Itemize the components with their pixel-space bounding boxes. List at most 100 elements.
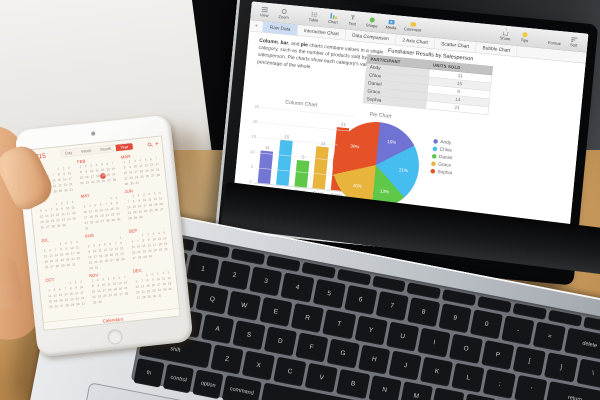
calendar-month-feb[interactable]: FEB 1 2 3 4 5 6 7 8 9 10 11 12 13 14 15 16 17 18 19 20 21 22 23… [77,155,118,192]
key-[[interactable]: [ [512,346,547,377]
calendar-day[interactable]: 31 [135,181,140,185]
calendar-day[interactable]: 30 [116,218,121,222]
search-icon[interactable] [147,142,152,147]
key-A[interactable]: A [200,314,235,345]
shape-button[interactable]: Shape [365,16,379,29]
calendar-month-jun[interactable]: JUN 1 2 3 4 5 6 7 8 9 10 11 12 13 14 15 16 17 18 19 20 21 22 23… [124,185,166,227]
key--[interactable]: - [501,315,535,346]
calendar-month-mar[interactable]: MAR 1 2 3 4 5 6 7 8 9 10 11 12 13 14 15 16 17 18 19 20 21 22 23… [121,151,162,188]
key-6[interactable]: 6 [343,284,378,315]
key-control[interactable]: control [162,363,195,394]
key-D[interactable]: D [263,326,297,357]
key-;[interactable]: ; [482,368,517,399]
add-icon[interactable]: + [154,139,160,148]
key-4[interactable]: 4 [280,272,315,303]
key-G[interactable]: G [326,338,360,369]
key-7[interactable]: 7 [375,290,409,322]
calendar-day[interactable]: 31 [69,188,74,192]
key-J[interactable]: J [388,350,423,381]
calendar-day[interactable]: 28 [124,292,129,296]
key-M[interactable]: M [399,381,433,400]
key-'[interactable]: ' [514,374,548,400]
calendar-month-sep[interactable]: SEP 1 2 3 4 5 6 7 8 9 10 11 12 13 14 15 16 17 18 19 20 21 22 23… [128,225,170,267]
chart-button[interactable]: Chart [326,12,340,25]
view-year[interactable]: Year [115,143,134,152]
calendar-day[interactable]: 27 [160,208,164,212]
key-C[interactable]: C [273,356,307,387]
key-option[interactable]: option [192,369,224,400]
view-month[interactable]: Month [95,144,117,154]
key-command[interactable]: command [222,375,262,400]
key-3[interactable]: 3 [249,266,283,297]
key-2[interactable]: 2 [217,260,252,291]
key-O[interactable]: O [449,333,483,364]
key-\[interactable]: \ [576,358,600,389]
key-B[interactable]: B [336,368,370,400]
sort-button[interactable]: Sort [567,35,581,48]
bar-grace[interactable]: 14 [312,141,329,190]
key-T[interactable]: T [322,309,356,340]
key-X[interactable]: X [241,350,276,381]
add-sheet-button[interactable]: + [249,20,264,33]
calendar-day[interactable]: 31 [81,302,86,306]
calendar-month-jul[interactable]: JUL 1 2 3 4 5 6 7 8 9 10 11 12 13 14 15 16 17 18 19 20 21 22 23… [41,234,83,276]
key-F[interactable]: F [294,332,329,363]
media-button[interactable]: Media [384,18,398,31]
key-I[interactable]: I [417,327,452,358]
key-R[interactable]: R [290,303,325,334]
calendar-day[interactable]: 30 [62,223,66,228]
zoom-button[interactable]: Zoom [277,7,291,20]
key-H[interactable]: H [357,344,391,375]
calendar-day[interactable]: 28 [156,173,161,178]
comment-button[interactable]: Comment [404,20,422,33]
calendar-month-may[interactable]: MAY 1 2 3 4 5 6 7 8 9 10 11 12 13 14 15 16 17 18 19 20 21 22 23… [80,190,122,232]
calendar-day[interactable]: 25 [76,257,81,261]
key-0[interactable]: 0 [469,309,504,340]
key-][interactable]: ] [544,352,578,383]
key-9[interactable]: 9 [438,303,472,334]
calendar-month-oct[interactable]: OCT 1 2 3 4 5 6 7 8 9 10 11 12 13 14 15 16 17 18 19 20 21 22 23… [45,274,86,311]
share-button[interactable]: Share [498,29,512,42]
calendar-day[interactable]: 31 [85,227,89,231]
calendar-month-dec[interactable]: DEC 1 2 3 4 5 6 7 8 9 10 11 12 13 14 15 16 17 18 19 20 21 22 23… [133,265,174,302]
format-button[interactable]: Format [548,33,562,46]
view-week[interactable]: Week [76,146,97,156]
calendar-day[interactable]: 26 [168,287,173,292]
key-Q[interactable]: Q [195,284,230,315]
key-V[interactable]: V [304,362,339,393]
calendar-day[interactable]: 29 [121,257,125,262]
key-=[interactable]: = [532,321,567,352]
key-1[interactable]: 1 [186,254,220,285]
bar-chloe[interactable]: 15 [275,134,293,187]
calendar-month-aug[interactable]: AUG 1 2 3 4 5 6 7 8 9 10 11 12 13 14 15 16 17 18 19 20 21 22 23… [85,230,127,272]
key-E[interactable]: E [258,296,293,327]
key-P[interactable]: P [480,339,515,371]
key-,[interactable]: , [431,387,465,400]
key-Y[interactable]: Y [354,315,388,346]
key-fn[interactable]: fn [133,357,165,388]
text-button[interactable]: Text [346,14,360,27]
calendar-day[interactable]: 28 [112,178,117,182]
key-U[interactable]: U [385,321,420,352]
calendars-button[interactable]: Calendars [102,316,124,324]
key-5[interactable]: 5 [312,278,346,309]
key-8[interactable]: 8 [406,297,441,328]
calendar-day[interactable]: 30 [98,300,102,304]
calendar-day[interactable]: 31 [158,294,162,298]
calendar-day[interactable]: 31 [71,263,76,267]
key-W[interactable]: W [227,290,261,321]
view-day[interactable]: Day [60,148,78,158]
calendar-month-nov[interactable]: NOV 1 2 3 4 5 6 7 8 9 10 11 12 13 14 15 16 17 18 19 20 21 22 23… [89,269,130,306]
bar-daniel[interactable]: 9 [294,154,310,188]
calendar-day[interactable]: 25 [72,217,77,221]
key-Z[interactable]: Z [210,344,244,375]
table-button[interactable]: Table [307,10,321,23]
calendar-day[interactable]: 26 [164,247,168,252]
calendar-day[interactable]: 30 [139,215,143,220]
fundraiser-table[interactable]: Fundraiser Results by Salesperson PARTIC… [363,46,494,115]
calendar-day[interactable]: 31 [94,266,99,270]
view-button[interactable]: View [258,6,272,19]
key-N[interactable]: N [367,375,402,400]
key-L[interactable]: L [451,362,485,393]
key-K[interactable]: K [420,356,454,387]
